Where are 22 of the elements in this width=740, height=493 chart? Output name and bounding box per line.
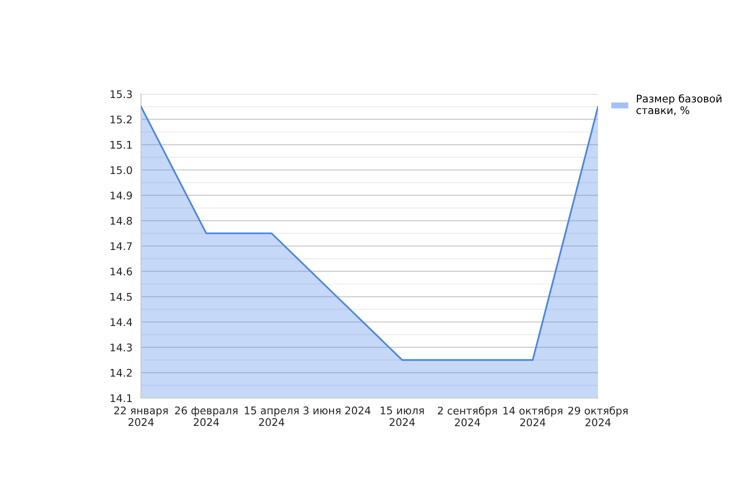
y-tick-label: 14.4 (110, 318, 132, 326)
x-tick-label: 3 июня 2024 (303, 406, 370, 414)
y-tick-label: 14.6 (110, 268, 132, 276)
x-tick-label: 29 октября 2024 (568, 406, 628, 426)
y-tick-label: 15.2 (110, 116, 132, 124)
y-tick-label: 15.1 (110, 141, 132, 149)
x-tick-label: 22 января 2024 (114, 406, 168, 426)
y-tick-label: 15.0 (110, 166, 132, 174)
legend-label: Размер базовой ставки, % (636, 94, 722, 116)
y-tick-label: 14.7 (110, 242, 132, 250)
y-tick-label: 14.5 (110, 293, 132, 301)
x-tick-label: 15 апреля 2024 (244, 406, 299, 426)
x-tick-label: 14 октября 2024 (503, 406, 562, 426)
y-tick-label: 15.3 (110, 90, 132, 98)
x-tick-label: 2 сентября 2024 (438, 406, 497, 426)
x-tick-label: 15 июля 2024 (380, 406, 424, 426)
y-tick-label: 14.2 (110, 368, 132, 377)
x-tick-label: 26 февраля 2024 (175, 406, 238, 426)
y-tick-label: 14.1 (110, 394, 132, 402)
y-tick-label: 14.3 (110, 344, 132, 352)
y-tick-label: 14.8 (110, 216, 132, 225)
y-tick-label: 14.9 (110, 192, 132, 200)
